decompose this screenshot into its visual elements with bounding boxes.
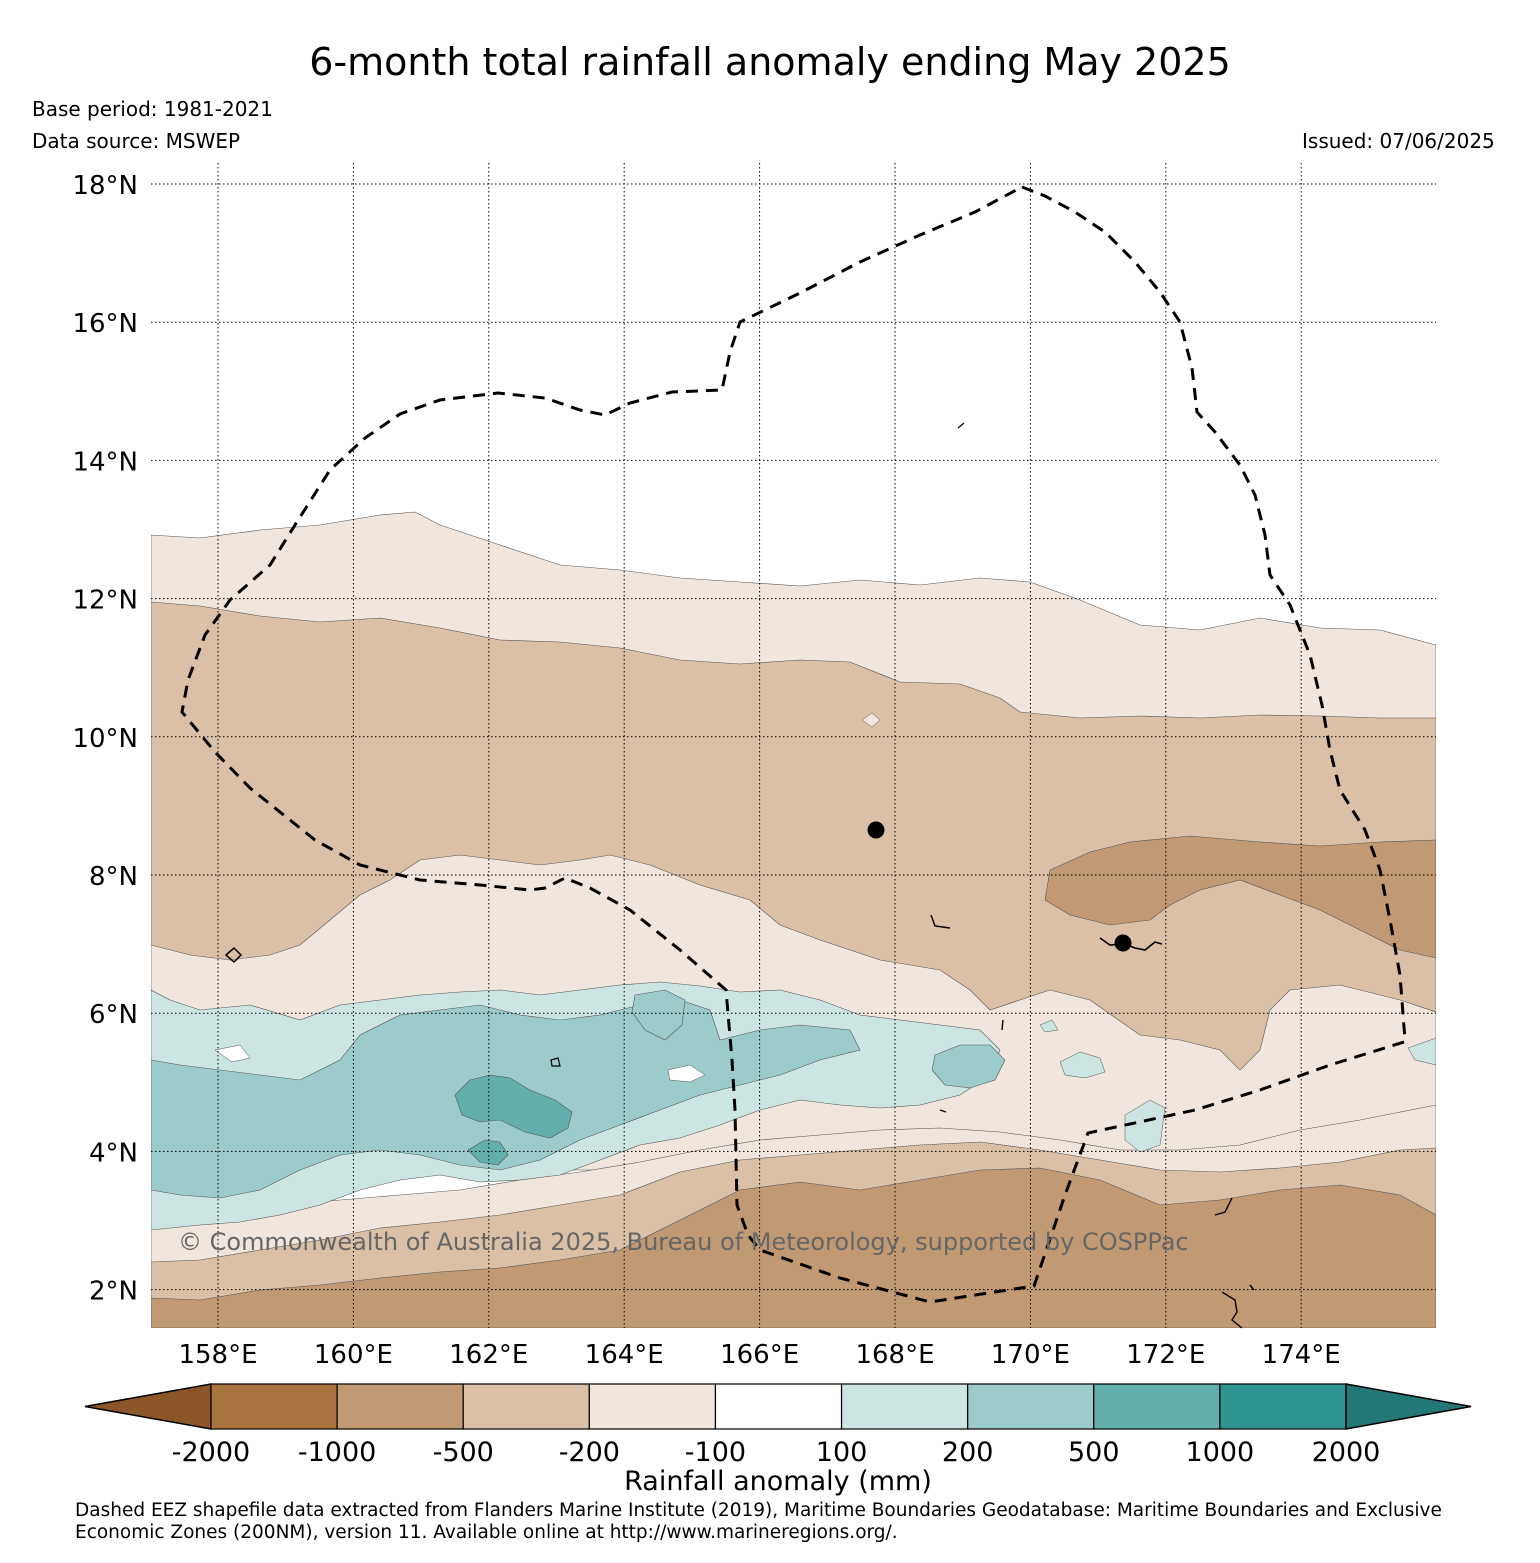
footer-note: Dashed EEZ shapefile data extracted from… [75,1500,1442,1543]
colorbar-tick-label: 1000 [1186,1437,1255,1468]
longitude-tick-label: 166°E [720,1340,799,1370]
longitude-tick-label: 172°E [1126,1340,1205,1370]
longitude-tick-label: 168°E [855,1340,934,1370]
band-minus-200-north [151,601,1436,1071]
colorbar-tick-label: 500 [1068,1437,1120,1468]
colorbar-tick-label: 2000 [1312,1437,1381,1468]
latitude-tick-label: 18°N [72,171,138,201]
band-plus-100-east [1039,1019,1059,1033]
colorbar-title: Rainfall anomaly (mm) [624,1466,932,1497]
band-plus-100-east [1124,1099,1166,1153]
base-period: Base period: 1981-2021 [32,97,273,121]
atoll-outline [1001,1019,1004,1031]
colorbar-swatch [588,1383,717,1430]
colorbar-extend-high [1345,1383,1472,1430]
longitude-tick-label: 170°E [991,1340,1070,1370]
atoll-outline [1249,1284,1255,1291]
band-plus-200-east [931,1044,1006,1089]
atoll-outline [957,422,965,429]
colorbar-extend-low [84,1383,212,1430]
atoll-outline [1214,1197,1233,1216]
latitude-tick-label: 8°N [89,862,138,892]
latitude-tick-label: 6°N [89,1000,138,1030]
longitude-tick-label: 160°E [314,1340,393,1370]
island-marker [867,821,885,839]
data-source: Data source: MSWEP [32,129,241,153]
neutral-hole [214,1044,251,1063]
latitude-tick-label: 10°N [72,724,138,754]
colorbar-swatch [714,1383,843,1430]
latitude-tick-label: 4°N [89,1138,138,1168]
atoll-outline [930,914,951,929]
atoll-outline [1221,1291,1243,1329]
colorbar-swatch [1219,1383,1347,1430]
neutral-hole [667,1064,706,1083]
band-minus-500-south [151,1167,1436,1328]
anomaly-field [151,163,1436,1328]
colorbar-swatch [462,1383,590,1430]
latitude-tick-label: 12°N [72,586,138,616]
colorbar-tick-label: -500 [433,1437,494,1468]
colorbar-tick-label: -200 [559,1437,620,1468]
band-plus-500-small [467,1139,509,1166]
band-plus-500-core [454,1074,573,1139]
band-plus-100-east [1407,1037,1436,1066]
island-marker [1114,934,1132,952]
colorbar-tick-label: -100 [685,1437,746,1468]
latitude-labels: 18°N 16°N 14°N 12°N 10°N 8°N 6°N 4°N 2°N [72,171,138,1307]
eez-boundary [180,185,1407,1304]
colorbar-swatch [967,1383,1095,1430]
latitude-tick-label: 16°N [72,309,138,339]
atoll-outline [939,1109,947,1113]
band-plus-200-north-patch [631,989,686,1041]
band-plus-100-east [1059,1051,1106,1079]
atoll-outline [1099,937,1163,951]
band-minus-100-patch [861,712,881,728]
colorbar-swatch [840,1383,969,1430]
atoll-outline [550,1057,561,1067]
colorbar-tick-label: 200 [942,1437,994,1468]
copyright-watermark: © Commonwealth of Australia 2025, Bureau… [178,1228,1189,1256]
band-minus-500-east [1044,835,1436,959]
atoll-outline [224,946,243,964]
latitude-tick-label: 14°N [72,447,138,477]
colorbar-tick-label: -2000 [172,1437,250,1468]
longitude-labels: 158°E 160°E 162°E 164°E 166°E 168°E 170°E 172°E… [178,1340,1340,1370]
longitude-tick-label: 164°E [585,1340,664,1370]
colorbar-tick-label: 100 [816,1437,868,1468]
issued-date: Issued: 07/06/2025 [1302,129,1495,153]
map-title: 6-month total rainfall anomaly ending Ma… [309,40,1231,84]
colorbar-swatch [1093,1383,1221,1430]
latitude-tick-label: 2°N [89,1277,138,1307]
colorbar-swatch [210,1383,338,1430]
colorbar: -2000 -1000 -500 -200 -100 100 200 500 1000 2000 [84,1383,1472,1468]
colorbar-tick-label: -1000 [298,1437,376,1468]
colorbar-swatch [336,1383,464,1430]
longitude-tick-label: 158°E [178,1340,257,1370]
longitude-tick-label: 162°E [449,1340,528,1370]
longitude-tick-label: 174°E [1262,1340,1341,1370]
